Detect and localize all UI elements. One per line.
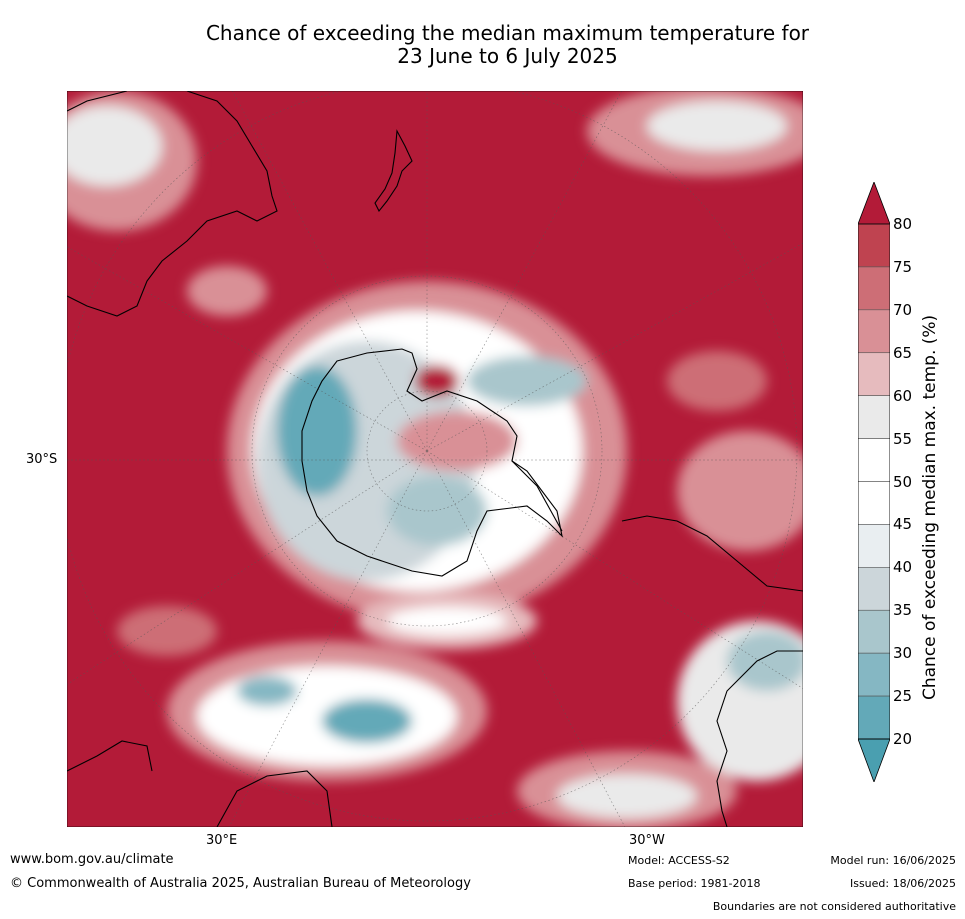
colorbar-band: [858, 223, 890, 268]
outlook-map: [67, 91, 803, 827]
footer-website: www.bom.gov.au/climate: [10, 852, 174, 867]
colorbar-band: [858, 695, 890, 740]
lat-label-30s: 30°S: [26, 452, 58, 467]
colorbar-tick-label: 75: [893, 257, 913, 276]
colorbar-band: [858, 609, 890, 654]
footer-model-run: Model run: 16/06/2025: [830, 854, 956, 867]
colorbar: [858, 182, 890, 782]
footer-copyright: © Commonwealth of Australia 2025, Austra…: [10, 876, 471, 891]
footer-disclaimer: Boundaries are not considered authoritat…: [712, 900, 956, 913]
graticule: [67, 91, 803, 827]
footer-base-period: Base period: 1981-2018: [628, 877, 761, 890]
colorbar-band: [858, 481, 890, 525]
antarctica-coastline: [301, 348, 563, 577]
colorbar-band: [858, 567, 890, 611]
australia-coastline: [67, 91, 278, 317]
antarctic-peninsula-coastline: [511, 460, 563, 532]
colorbar-extension-bottom: [858, 738, 890, 782]
colorbar-tick-label: 45: [893, 515, 913, 534]
africa-coastline: [67, 740, 333, 827]
footer-model: Model: ACCESS-S2: [628, 854, 730, 867]
colorbar-band: [858, 524, 890, 568]
colorbar-tick-label: 60: [893, 386, 913, 405]
colorbar-band: [858, 309, 890, 354]
colorbar-tick-label: 30: [893, 644, 913, 663]
colorbar-tick-label: 20: [893, 730, 913, 748]
lon-label-30e: 30°E: [206, 833, 238, 848]
colorbar-tick-label: 35: [893, 601, 913, 620]
colorbar-tick-label: 80: [893, 215, 913, 233]
colorbar-tick-label: 55: [893, 429, 913, 448]
south-america-coastline: [621, 515, 803, 827]
colorbar-tick-label: 50: [893, 472, 913, 491]
lon-label-30w: 30°W: [629, 833, 665, 848]
colorbar-boxes: [858, 182, 890, 782]
colorbar-tick-label: 65: [893, 343, 913, 362]
map-title: Chance of exceeding the median maximum t…: [120, 22, 895, 68]
colorbar-band: [858, 395, 890, 439]
colorbar-extension-top: [858, 182, 890, 225]
colorbar-tick-label: 70: [893, 300, 913, 319]
colorbar-band: [858, 266, 890, 311]
colorbar-frame: [858, 223, 890, 740]
colorbar-band: [858, 652, 890, 697]
colorbar-band: [858, 438, 890, 482]
colorbar-title: Chance of exceeding median max. temp. (%…: [920, 314, 940, 700]
colorbar-tick-label: 25: [893, 687, 913, 706]
new-zealand-coastline: [374, 129, 413, 213]
colorbar-band: [858, 352, 890, 396]
colorbar-tick-label: 40: [893, 558, 913, 577]
title-line-1: Chance of exceeding the median maximum t…: [205, 21, 810, 45]
footer-issued: Issued: 18/06/2025: [849, 877, 956, 890]
title-line-2: 23 June to 6 July 2025: [397, 44, 618, 68]
coastlines: [67, 91, 803, 827]
